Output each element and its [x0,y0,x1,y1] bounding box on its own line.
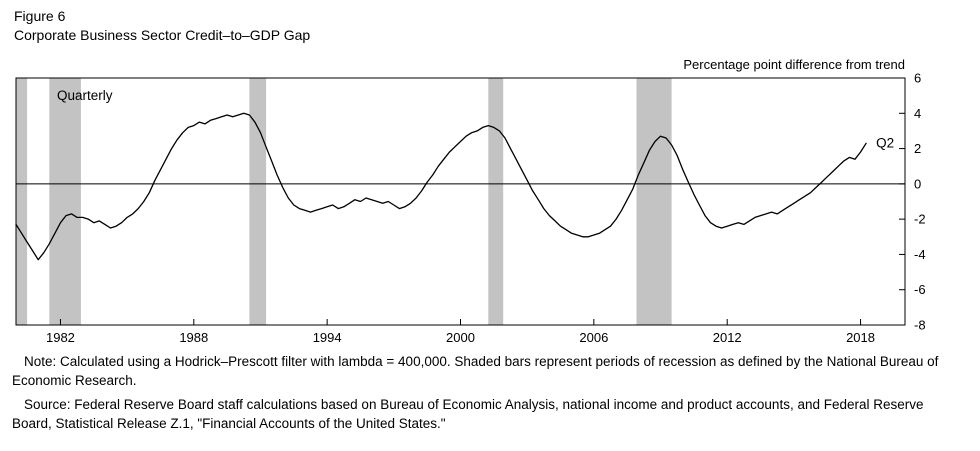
y-axis-unit-label: Percentage point difference from trend [683,57,905,72]
y-tick-label: -8 [914,318,926,333]
note-text: Note: Calculated using a Hodrick–Prescot… [12,354,939,388]
recession-band [49,78,81,325]
plot-frame [15,77,906,326]
x-tick-label: 1994 [313,330,342,345]
x-tick-label: 2006 [579,330,608,345]
recession-band [636,78,672,325]
y-tick-label: 6 [914,71,921,86]
recession-band [249,78,267,325]
y-tick-label: 0 [914,176,921,191]
footnotes: Note: Calculated using a Hodrick–Prescot… [12,352,950,438]
y-tick-label: -4 [914,247,926,262]
y-tick-label: -2 [914,212,926,227]
x-tick-label: 2018 [846,330,875,345]
x-tick-label: 1988 [179,330,208,345]
recession-band [16,78,28,325]
x-tick-label: 2012 [713,330,742,345]
frequency-label: Quarterly [57,88,113,103]
figure-label: Figure 6 [14,8,66,24]
y-tick-label: 2 [914,141,921,156]
recession-band [488,78,504,325]
y-tick-label: -6 [914,282,926,297]
latest-quarter-label: Q2 [876,135,894,150]
figure-title: Corporate Business Sector Credit–to–GDP … [14,27,311,43]
credit-gap-line-chart: 6 4 2 0 -2 -4 -6 -8 1982 1988 1994 2000 2006 2012 2018… [15,71,926,345]
source-text: Source: Federal Reserve Board staff calc… [12,397,924,431]
y-tick-label: 4 [914,106,921,121]
x-tick-label: 2000 [446,330,475,345]
credit-gap-line [15,112,867,261]
title-block: Figure 6 Corporate Business Sector Credi… [14,7,310,45]
x-tick-label: 1982 [46,330,75,345]
